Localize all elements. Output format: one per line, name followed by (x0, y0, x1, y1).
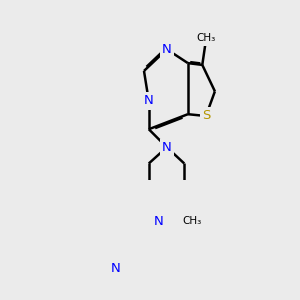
Text: CH₃: CH₃ (196, 34, 215, 44)
Text: N: N (162, 141, 172, 154)
Text: N: N (162, 43, 172, 56)
Text: N: N (154, 215, 164, 228)
Text: S: S (202, 110, 210, 122)
Text: CH₃: CH₃ (182, 216, 201, 226)
Text: N: N (111, 262, 121, 275)
Text: N: N (144, 94, 154, 107)
